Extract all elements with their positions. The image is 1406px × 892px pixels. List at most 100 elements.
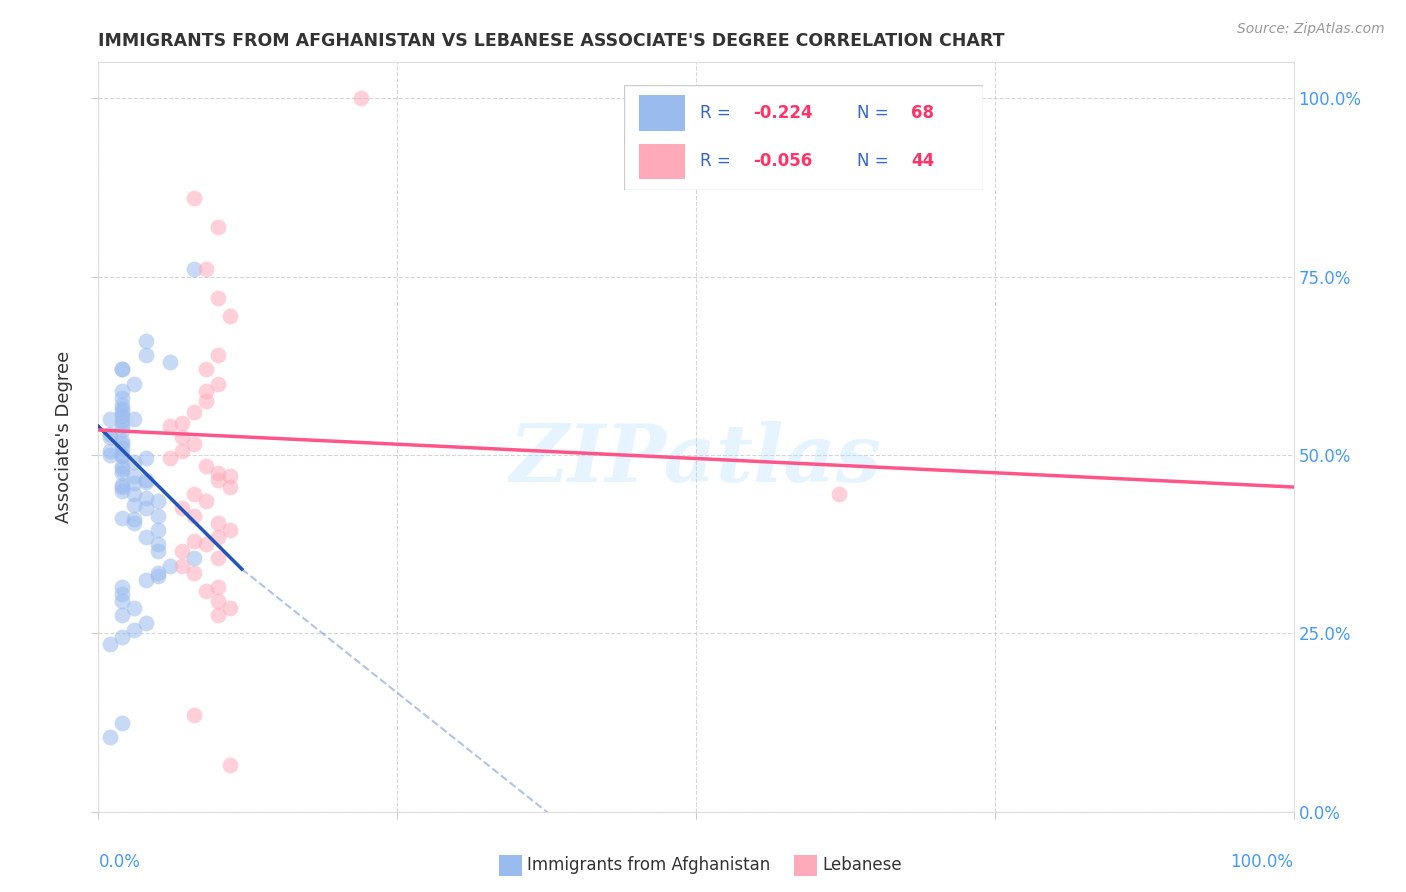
Point	[111, 715, 134, 730]
Point	[111, 391, 134, 405]
Point	[111, 401, 134, 416]
Point	[159, 355, 181, 369]
Point	[183, 262, 205, 277]
Point	[207, 348, 229, 362]
Point	[148, 537, 170, 551]
Point	[195, 394, 218, 409]
Point	[98, 444, 122, 458]
Point	[148, 566, 170, 580]
Point	[219, 758, 242, 772]
Point	[159, 451, 181, 466]
Point	[219, 309, 242, 323]
Point	[111, 608, 134, 623]
Point	[98, 412, 122, 426]
Point	[172, 444, 194, 458]
Point	[111, 398, 134, 412]
Point	[148, 508, 170, 523]
Point	[207, 608, 229, 623]
Point	[219, 601, 242, 615]
Point	[111, 414, 134, 428]
Point	[207, 219, 229, 234]
Point	[135, 451, 157, 466]
Point	[124, 412, 146, 426]
Point	[111, 441, 134, 455]
Point	[111, 462, 134, 476]
Point	[124, 498, 146, 512]
Point	[207, 551, 229, 566]
Point	[207, 580, 229, 594]
Point	[183, 566, 205, 580]
Text: 100.0%: 100.0%	[1230, 853, 1294, 871]
Point	[172, 558, 194, 573]
Point	[195, 384, 218, 398]
Point	[195, 362, 218, 376]
Point	[159, 558, 181, 573]
Point	[828, 487, 851, 501]
Point	[111, 580, 134, 594]
Point	[135, 530, 157, 544]
Point	[172, 544, 194, 558]
Point	[98, 637, 122, 651]
Point	[172, 430, 194, 444]
Point	[124, 516, 146, 530]
Point	[124, 455, 146, 469]
Point	[135, 615, 157, 630]
Point	[111, 480, 134, 494]
Point	[183, 191, 205, 205]
Point	[135, 491, 157, 505]
Text: IMMIGRANTS FROM AFGHANISTAN VS LEBANESE ASSOCIATE'S DEGREE CORRELATION CHART: IMMIGRANTS FROM AFGHANISTAN VS LEBANESE …	[98, 32, 1005, 50]
Point	[124, 601, 146, 615]
Point	[207, 291, 229, 305]
Point	[207, 594, 229, 608]
Point	[183, 533, 205, 548]
Y-axis label: Associate's Degree: Associate's Degree	[55, 351, 73, 524]
Point	[135, 334, 157, 348]
Point	[183, 437, 205, 451]
Point	[148, 494, 170, 508]
Point	[111, 630, 134, 644]
Text: Immigrants from Afghanistan: Immigrants from Afghanistan	[527, 856, 770, 874]
Point	[207, 530, 229, 544]
Point	[98, 430, 122, 444]
Point	[159, 419, 181, 434]
Point	[111, 362, 134, 376]
Point	[172, 501, 194, 516]
Point	[195, 583, 218, 598]
Point	[111, 409, 134, 423]
Point	[111, 362, 134, 376]
Point	[111, 419, 134, 434]
Point	[111, 478, 134, 492]
Text: 0.0%: 0.0%	[98, 853, 141, 871]
Point	[111, 466, 134, 480]
Point	[111, 510, 134, 524]
Point	[124, 376, 146, 391]
Point	[135, 473, 157, 487]
Point	[98, 448, 122, 462]
Point	[111, 458, 134, 473]
Point	[148, 523, 170, 537]
Point	[207, 516, 229, 530]
Point	[135, 348, 157, 362]
Point	[183, 508, 205, 523]
Point	[219, 523, 242, 537]
Point	[172, 416, 194, 430]
Point	[183, 487, 205, 501]
Point	[111, 405, 134, 419]
Point	[98, 730, 122, 744]
Point	[124, 512, 146, 526]
Point	[183, 708, 205, 723]
Point	[183, 405, 205, 419]
Point	[111, 434, 134, 448]
Text: ZIPatlas: ZIPatlas	[510, 421, 882, 499]
Point	[111, 437, 134, 451]
Point	[148, 544, 170, 558]
Point	[219, 480, 242, 494]
Point	[111, 450, 134, 464]
Point	[111, 587, 134, 601]
Text: Lebanese: Lebanese	[823, 856, 903, 874]
Point	[195, 458, 218, 473]
Point	[195, 262, 218, 277]
Point	[350, 91, 373, 105]
Point	[111, 448, 134, 462]
Text: Source: ZipAtlas.com: Source: ZipAtlas.com	[1237, 22, 1385, 37]
